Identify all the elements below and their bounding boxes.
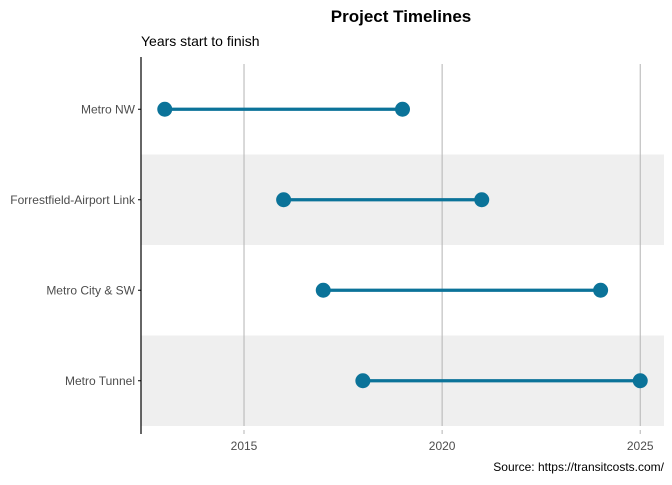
- chart-title: Project Timelines: [331, 7, 471, 26]
- end-point: [593, 282, 609, 298]
- x-tick-labels: 2015 2020 2025: [231, 439, 654, 453]
- x-tick-marks: [243, 430, 641, 434]
- dumbbell-marks: [157, 101, 648, 389]
- y-tick-label: Metro City & SW: [46, 283, 135, 297]
- x-tick-label: 2015: [231, 439, 258, 453]
- y-tick-marks: [138, 108, 141, 382]
- y-tick-label: Metro NW: [81, 102, 136, 116]
- start-point: [355, 373, 371, 389]
- x-tick-label: 2025: [627, 439, 654, 453]
- chart-caption: Source: https://transitcosts.com/: [493, 460, 664, 474]
- x-tick-label: 2020: [429, 439, 456, 453]
- end-point: [395, 101, 410, 117]
- y-tick-labels: Metro NW Forrestfield-Airport Link Metro C…: [10, 102, 136, 388]
- end-point: [474, 192, 490, 208]
- y-tick-label: Metro Tunnel: [65, 374, 135, 388]
- y-tick-label: Forrestfield-Airport Link: [10, 193, 136, 207]
- gridlines: [243, 64, 641, 426]
- start-point: [315, 282, 331, 298]
- start-point: [276, 192, 292, 208]
- chart-subtitle: Years start to finish: [141, 33, 260, 49]
- end-point: [632, 373, 648, 389]
- start-point: [157, 101, 173, 117]
